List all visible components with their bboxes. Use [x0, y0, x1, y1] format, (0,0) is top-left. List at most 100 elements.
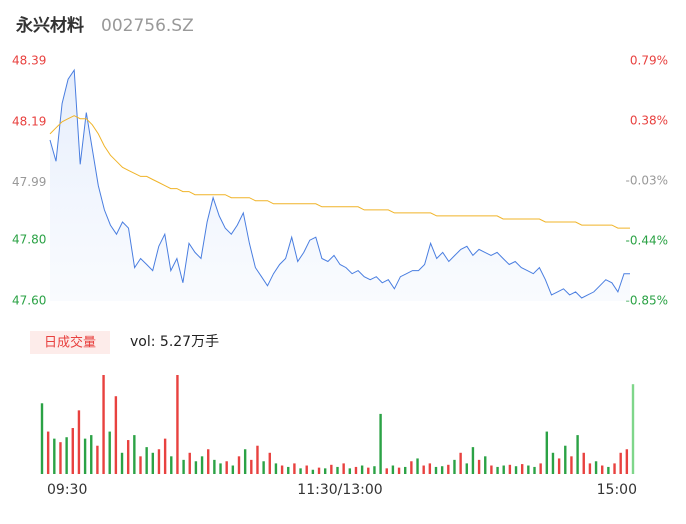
- volume-bar: [564, 445, 567, 474]
- volume-bar: [90, 435, 93, 474]
- y-tick-label: 47.80: [12, 233, 46, 247]
- volume-bar: [170, 456, 173, 474]
- volume-bar: [397, 467, 401, 474]
- volume-bar: [225, 461, 228, 474]
- volume-bar: [601, 465, 604, 474]
- volume-bar: [354, 466, 358, 474]
- volume-bar: [157, 449, 161, 474]
- volume-bar: [163, 438, 167, 474]
- volume-bar: [311, 469, 315, 474]
- volume-bar: [484, 456, 487, 474]
- volume-bar: [342, 463, 345, 474]
- volume-bar: [613, 463, 616, 474]
- volume-bar: [102, 375, 105, 474]
- volume-bar: [139, 456, 142, 474]
- stock-name: 永兴材料: [15, 15, 84, 36]
- volume-tab[interactable]: [30, 331, 110, 354]
- volume-bar: [465, 463, 468, 474]
- volume-bar: [551, 452, 555, 474]
- price-line: [49, 68, 630, 299]
- volume-bar: [477, 459, 481, 474]
- volume-total: vol: 5.27万手: [130, 334, 219, 350]
- volume-bar: [348, 468, 352, 474]
- volume-bar: [539, 463, 542, 474]
- volume-bar: [317, 467, 321, 474]
- volume-bar: [385, 468, 388, 474]
- volume-bar: [471, 447, 475, 474]
- volume-bar: [182, 459, 185, 474]
- volume-bar: [545, 431, 549, 474]
- y2-tick-label: 0.79%: [630, 54, 668, 68]
- volume-bar: [379, 413, 382, 474]
- volume-bar: [453, 459, 456, 474]
- volume-bar: [200, 456, 204, 474]
- volume-bar: [59, 442, 62, 474]
- volume-bar: [520, 464, 524, 474]
- y-tick-label: 47.99: [12, 175, 46, 189]
- volume-bar: [83, 438, 87, 474]
- volume-bar: [576, 435, 579, 474]
- volume-bar: [330, 464, 333, 474]
- volume-bar: [176, 375, 179, 474]
- average-line: [49, 115, 630, 229]
- volume-bar: [404, 466, 407, 474]
- volume-bar: [323, 468, 327, 474]
- stock-code: 002756.SZ: [101, 16, 194, 36]
- volume-bar: [440, 466, 444, 474]
- volume-bar: [416, 458, 419, 474]
- volume-bar: [336, 466, 339, 474]
- volume-bar: [428, 463, 432, 474]
- volume-bar: [114, 396, 118, 474]
- volume-bar: [280, 465, 284, 474]
- volume-bar: [188, 452, 191, 474]
- volume-bar: [305, 465, 308, 474]
- volume-tab-label[interactable]: 日成交量: [44, 335, 96, 351]
- volume-bar: [496, 466, 499, 474]
- volume-bar: [262, 461, 265, 474]
- volume-bar: [194, 461, 198, 474]
- price-area: [50, 70, 630, 301]
- volume-bar: [250, 459, 253, 474]
- volume-bar: [151, 452, 155, 474]
- volume-bar: [274, 463, 278, 474]
- volume-bar: [570, 456, 573, 474]
- volume-bar: [145, 447, 148, 474]
- volume-bar: [607, 466, 610, 474]
- volume-bar: [514, 466, 518, 474]
- volume-bar: [299, 468, 302, 474]
- y2-tick-label: -0.85%: [626, 294, 668, 308]
- volume-bar: [434, 466, 438, 474]
- y2-tick-label: 0.38%: [630, 114, 668, 128]
- volume-bar: [391, 465, 395, 474]
- volume-bar: [293, 463, 296, 474]
- volume-bar: [268, 452, 271, 474]
- y2-tick-label: -0.44%: [626, 234, 668, 248]
- volume-bar: [53, 438, 56, 474]
- volume-bar: [108, 431, 111, 474]
- volume-bar: [373, 466, 376, 474]
- volume-bar: [126, 440, 130, 474]
- volume-bar: [367, 467, 370, 474]
- volume-bar: [133, 435, 136, 474]
- volume-bar: [360, 465, 364, 474]
- volume-bar: [631, 384, 635, 474]
- volume-bar: [40, 403, 44, 474]
- volume-bar: [77, 410, 81, 474]
- volume-bar: [527, 465, 530, 474]
- x-tick-label: 15:00: [597, 482, 637, 498]
- volume-bar: [71, 428, 74, 474]
- volume-bar: [557, 458, 561, 474]
- y-tick-label: 48.19: [12, 114, 46, 128]
- volume-bar: [490, 465, 493, 474]
- volume-bar: [582, 452, 585, 474]
- y-tick-label: 48.39: [12, 54, 46, 68]
- y-tick-label: 47.60: [12, 294, 46, 308]
- volume-bar: [533, 466, 536, 474]
- volume-bar: [410, 461, 413, 474]
- volume-bar: [213, 459, 216, 474]
- volume-bar: [46, 431, 50, 474]
- volume-bar: [508, 464, 512, 474]
- volume-bar: [256, 445, 259, 474]
- volume-bar: [219, 463, 222, 474]
- volume-bar: [96, 445, 99, 474]
